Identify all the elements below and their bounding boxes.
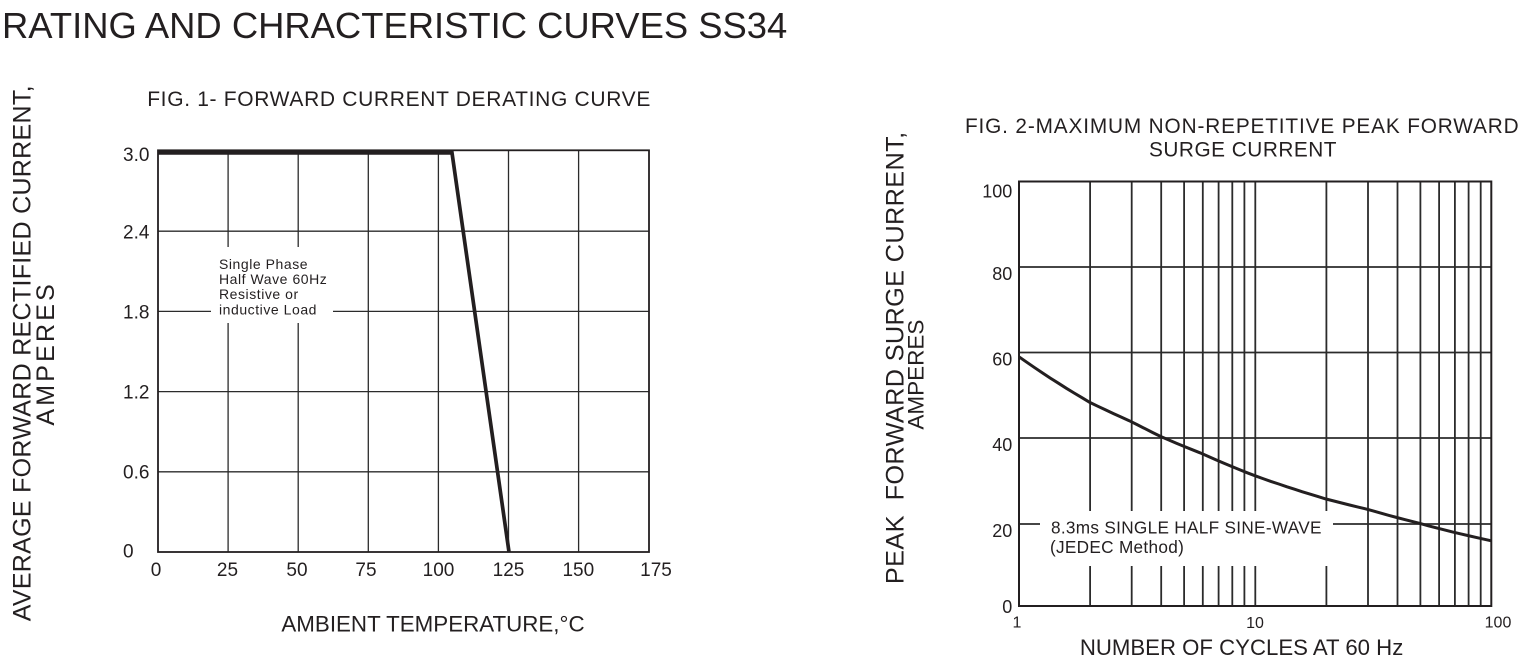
- svg-text:125: 125: [493, 560, 525, 581]
- svg-text:RATING AND CHRACTERISTIC CURVE: RATING AND CHRACTERISTIC CURVES SS34: [2, 5, 787, 46]
- svg-text:Resistive or: Resistive or: [219, 286, 299, 302]
- svg-text:AMPERES: AMPERES: [32, 281, 60, 426]
- svg-text:0: 0: [1002, 597, 1012, 617]
- svg-text:60: 60: [992, 350, 1012, 370]
- svg-text:1: 1: [1013, 614, 1022, 631]
- svg-text:150: 150: [562, 560, 594, 581]
- svg-text:Single Phase: Single Phase: [219, 256, 308, 272]
- svg-text:100: 100: [1485, 614, 1512, 631]
- svg-text:40: 40: [992, 435, 1012, 455]
- svg-text:2.4: 2.4: [123, 223, 150, 244]
- svg-text:0: 0: [151, 560, 162, 581]
- svg-text:AMBIENT TEMPERATURE,°C: AMBIENT TEMPERATURE,°C: [281, 612, 584, 637]
- svg-text:inductive Load: inductive Load: [219, 301, 317, 317]
- svg-text:25: 25: [217, 560, 238, 581]
- svg-text:8.3ms SINGLE HALF SINE-WAVE: 8.3ms SINGLE HALF SINE-WAVE: [1051, 517, 1322, 537]
- svg-text:100: 100: [423, 560, 455, 581]
- svg-text:175: 175: [640, 560, 672, 581]
- svg-text:10: 10: [1246, 615, 1264, 632]
- svg-text:AVERAGE FORWARD RECTIFIED CURR: AVERAGE FORWARD RECTIFIED CURRENT,: [8, 85, 36, 621]
- svg-text:20: 20: [992, 521, 1012, 541]
- svg-text:NUMBER OF CYCLES AT 60 Hz: NUMBER OF CYCLES AT 60 Hz: [1080, 635, 1403, 660]
- svg-text:SURGE CURRENT: SURGE CURRENT: [1149, 139, 1337, 162]
- svg-text:FIG. 2-MAXIMUM NON-REPETITIVE: FIG. 2-MAXIMUM NON-REPETITIVE PEAK FORWA…: [965, 115, 1520, 138]
- svg-text:50: 50: [286, 560, 307, 581]
- svg-text:0: 0: [123, 542, 134, 563]
- svg-text:FIG. 1- FORWARD CURRENT DERATI: FIG. 1- FORWARD CURRENT DERATING CURVE: [147, 88, 651, 111]
- svg-text:100: 100: [982, 181, 1012, 201]
- svg-text:Half Wave 60Hz: Half Wave 60Hz: [219, 271, 327, 287]
- svg-text:0.6: 0.6: [123, 462, 149, 483]
- svg-text:AMPERES: AMPERES: [903, 320, 928, 430]
- svg-text:(JEDEC Method): (JEDEC Method): [1050, 537, 1184, 557]
- svg-text:75: 75: [355, 560, 376, 581]
- svg-text:1.8: 1.8: [123, 303, 149, 324]
- svg-text:80: 80: [992, 264, 1012, 284]
- svg-text:PEAK FORWARD SURGE CURRENT,: PEAK FORWARD SURGE CURRENT,: [882, 132, 910, 585]
- svg-text:1.2: 1.2: [123, 383, 149, 404]
- svg-text:3.0: 3.0: [123, 145, 149, 166]
